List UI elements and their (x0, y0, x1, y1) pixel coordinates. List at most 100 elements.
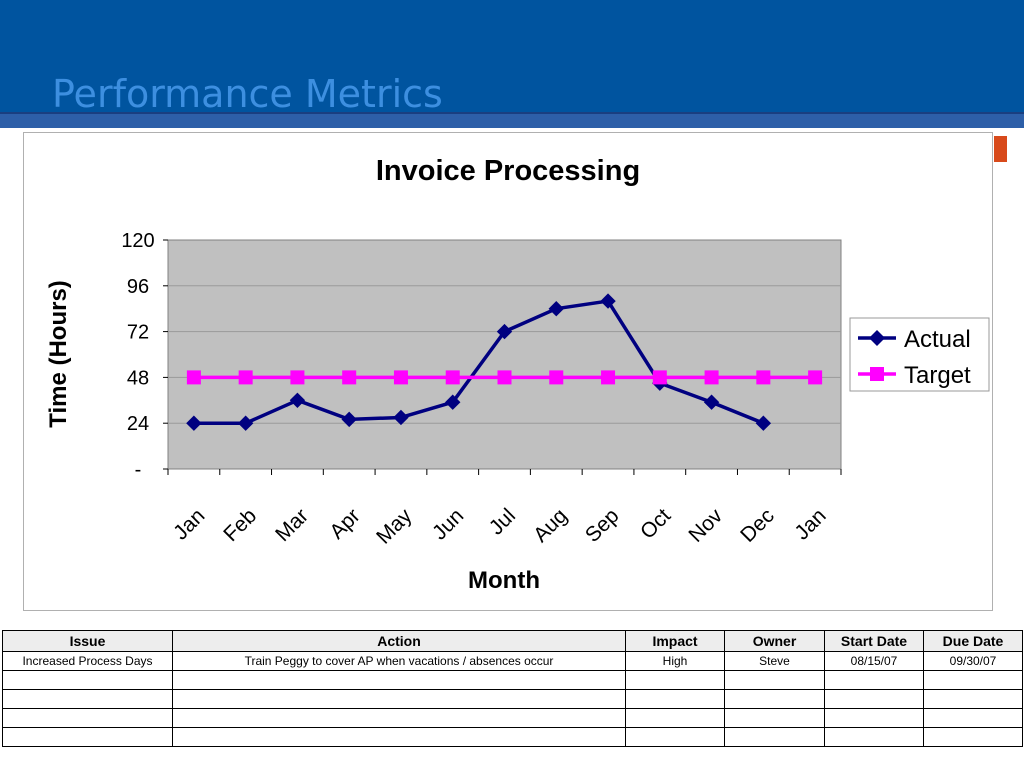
table-cell-due-date (923, 727, 1023, 747)
table-header-row: Issue Action Impact Owner Start Date Due Date (2, 630, 1023, 652)
plot-area (167, 239, 842, 470)
table-cell-issue (2, 708, 173, 728)
column-header-start-date: Start Date (824, 630, 924, 652)
data-point-1 (808, 370, 823, 385)
data-point-0 (496, 323, 513, 340)
chart-title: Invoice Processing (376, 155, 640, 187)
data-point-1 (290, 370, 305, 385)
table-cell-action (172, 708, 626, 728)
y-tick-label: 24 (127, 413, 149, 435)
table-cell-owner: Steve (724, 651, 825, 671)
x-tick-label: Feb (219, 504, 261, 546)
y-axis-title: Time (Hours) (45, 280, 72, 428)
table-cell-start-date (824, 708, 924, 728)
legend-diamond-marker (869, 330, 885, 346)
table-cell-issue (2, 689, 173, 709)
table-cell-due-date (923, 670, 1023, 690)
table-row (2, 689, 1023, 709)
data-point-0 (341, 411, 357, 428)
table-cell-action (172, 670, 626, 690)
data-point-0 (703, 394, 720, 410)
table-cell-owner (724, 727, 825, 747)
data-point-1 (756, 370, 771, 385)
data-point-1 (704, 370, 719, 385)
x-tick-label: Mar (271, 504, 313, 546)
x-tick-label: Apr (325, 504, 364, 543)
x-tick-label: Jan (169, 504, 209, 544)
x-tick-label: Jul (485, 504, 520, 539)
y-tick-label: - (135, 459, 142, 481)
data-point-1 (238, 370, 253, 385)
x-tick-label: Sep (581, 504, 624, 547)
table-cell-action: Train Peggy to cover AP when vacations /… (172, 651, 626, 671)
table-cell-owner (724, 689, 825, 709)
data-point-0 (393, 409, 409, 426)
data-point-0 (186, 415, 202, 431)
x-tick-label: Oct (636, 504, 675, 543)
data-point-1 (652, 370, 667, 385)
table-cell-impact: High (625, 651, 725, 671)
data-point-1 (497, 370, 512, 385)
table-cell-owner (724, 670, 825, 690)
column-header-issue: Issue (2, 630, 173, 652)
x-tick-label: Nov (684, 504, 727, 547)
y-tick-label: 120 (121, 230, 154, 252)
table-cell-start-date (824, 670, 924, 690)
table-cell-impact (625, 670, 725, 690)
data-point-1 (549, 370, 564, 385)
table-cell-due-date (923, 689, 1023, 709)
legend-square-marker (870, 367, 884, 381)
data-point-1 (601, 370, 616, 385)
x-tick-label: May (372, 504, 417, 549)
table-row: Increased Process Days Train Peggy to cov… (2, 651, 1023, 671)
table-row (2, 708, 1023, 728)
data-point-0 (445, 394, 461, 410)
y-tick-label: 96 (127, 276, 149, 298)
legend-label-actual: Actual (904, 326, 971, 353)
x-tick-label: Aug (529, 504, 572, 547)
data-point-0 (548, 300, 564, 317)
table-cell-action (172, 689, 626, 709)
legend-label-target: Target (904, 362, 971, 389)
column-header-impact: Impact (625, 630, 725, 652)
y-tick-label: 72 (127, 322, 149, 344)
y-tick-label: 48 (127, 367, 149, 389)
header-stripe (0, 112, 1024, 128)
x-tick-label: Jan (790, 504, 830, 544)
table-cell-action (172, 727, 626, 747)
table-cell-due-date (923, 708, 1023, 728)
data-point-1 (186, 370, 201, 385)
table-cell-issue: Increased Process Days (2, 651, 173, 671)
data-point-1 (445, 370, 460, 385)
data-point-1 (342, 370, 357, 385)
data-point-0 (237, 415, 254, 431)
column-header-due-date: Due Date (923, 630, 1023, 652)
table-cell-owner (724, 708, 825, 728)
x-tick-label: Dec (736, 504, 779, 547)
series-line-0 (193, 299, 765, 425)
table-row (2, 670, 1023, 690)
column-header-owner: Owner (724, 630, 825, 652)
x-axis-title: Month (468, 567, 540, 594)
table-row (2, 727, 1023, 747)
table-cell-due-date: 09/30/07 (923, 651, 1023, 671)
chart-frame: -24 48 72 96 120 Jan Feb Mar Apr May Jun Jul Aug Sep O… (23, 132, 993, 611)
table-cell-issue (2, 727, 173, 747)
header-band (0, 0, 1024, 112)
data-point-0 (600, 293, 616, 309)
table-cell-impact (625, 689, 725, 709)
table-cell-issue (2, 670, 173, 690)
data-point-1 (393, 370, 408, 385)
data-point-0 (289, 392, 306, 409)
table-cell-start-date (824, 689, 924, 709)
x-tick-label: Jun (428, 504, 468, 544)
table-cell-start-date: 08/15/07 (824, 651, 924, 671)
table-cell-start-date (824, 727, 924, 747)
orange-accent-block (994, 136, 1007, 162)
action-table: Issue Action Impact Owner Start Date Due Date… (2, 630, 1023, 747)
table-cell-impact (625, 727, 725, 747)
table-cell-impact (625, 708, 725, 728)
column-header-action: Action (172, 630, 626, 652)
page-title: Performance Metrics (52, 72, 443, 116)
